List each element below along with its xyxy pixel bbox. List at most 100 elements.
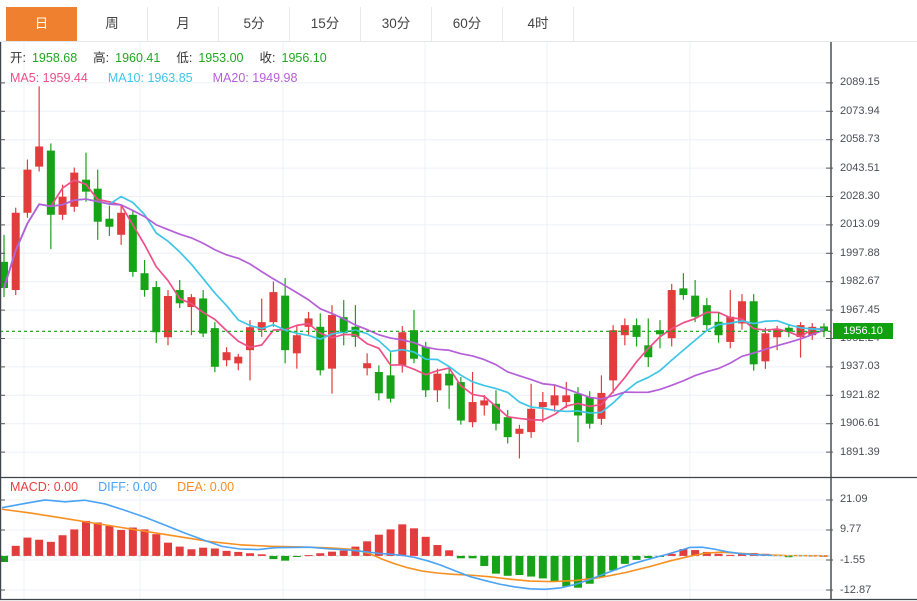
- macd-readout: MACD: 0.00 DIFF: 0.00 DEA: 0.00: [10, 480, 254, 494]
- dea-line: [1, 508, 829, 583]
- tab-周[interactable]: 周: [77, 7, 148, 41]
- tab-5分[interactable]: 5分: [219, 7, 290, 41]
- timeframe-tabs: 日周月 5分 15分 30分 60分 4时: [0, 0, 917, 42]
- candle-body: [714, 321, 723, 336]
- candle-body: [281, 295, 290, 351]
- candle-body: [316, 326, 325, 371]
- macd-hist-bar: [445, 550, 454, 556]
- candle-body: [245, 327, 254, 351]
- macd-hist-bar: [667, 553, 676, 556]
- y-axis-label: -12.87: [840, 583, 872, 596]
- ohlc-label: 低:: [176, 51, 193, 65]
- macd-hist-bar: [491, 555, 500, 574]
- candle-body: [234, 356, 243, 364]
- macd-hist-bar: [784, 555, 793, 558]
- y-axis-label: 1967.45: [840, 303, 880, 316]
- candle-body: [210, 328, 219, 367]
- macd-hist-bar: [363, 541, 372, 556]
- macd-hist-bar: [538, 555, 547, 579]
- ma20-value: MA20: 1949.98: [212, 71, 298, 85]
- macd-hist-bar: [245, 553, 254, 556]
- y-axis-label: 1982.67: [840, 275, 880, 288]
- tab-30分[interactable]: 30分: [361, 7, 432, 41]
- macd-hist-bar: [644, 555, 653, 559]
- candle-body: [585, 397, 594, 424]
- candle-body: [105, 218, 114, 227]
- y-axis-label: 1906.61: [840, 417, 880, 430]
- y-axis-label: 1891.39: [840, 445, 880, 458]
- ma20-line: [3, 198, 825, 400]
- candle-body: [667, 290, 676, 339]
- macd-hist-bar: [316, 553, 325, 556]
- candle-body: [644, 345, 653, 358]
- candle-body: [128, 214, 137, 272]
- y-axis-label: 2089.15: [840, 76, 880, 89]
- dea-value: DEA: 0.00: [177, 480, 235, 494]
- candle-body: [70, 172, 79, 207]
- ohlc-value: 1953.00: [198, 51, 244, 65]
- candle-body: [655, 330, 664, 335]
- tab-月[interactable]: 月: [148, 7, 219, 41]
- y-axis-label: 2043.51: [840, 161, 880, 174]
- y-axis-label: 2073.94: [840, 104, 880, 117]
- y-axis-label: 2058.73: [840, 133, 880, 146]
- macd-hist-bar: [117, 529, 126, 556]
- ohlc-value: 1958.68: [31, 51, 78, 65]
- ohlc-readout: 开: 1958.68 高: 1960.41 低: 1953.00 收: 1956.10: [10, 47, 343, 66]
- macd-hist-bar: [527, 555, 536, 577]
- macd-hist-bar: [304, 555, 313, 557]
- macd-hist-bar: [585, 555, 594, 584]
- macd-hist-bar: [609, 555, 618, 571]
- ma5-value: MA5: 1959.44: [10, 71, 88, 85]
- macd-hist-bar: [128, 527, 137, 556]
- ohlc-label: 开:: [10, 51, 26, 65]
- macd-hist-bar: [421, 536, 430, 556]
- ma-readout: MA5: 1959.44 MA10: 1963.85 MA20: 1949.98: [10, 71, 317, 85]
- candle-body: [292, 335, 301, 354]
- candle-body: [222, 352, 231, 361]
- candle-body: [409, 330, 418, 359]
- tab-15分[interactable]: 15分: [290, 7, 361, 41]
- macd-hist-bar: [374, 534, 383, 556]
- tab-60分[interactable]: 60分: [432, 7, 503, 41]
- candle-body: [503, 417, 512, 438]
- macd-value: MACD: 0.00: [10, 480, 79, 494]
- macd-hist-bar: [327, 551, 336, 556]
- macd-hist-bar: [140, 529, 149, 556]
- macd-hist-bar: [152, 534, 161, 556]
- candle-body: [152, 287, 161, 333]
- macd-hist-bar: [175, 546, 184, 556]
- y-axis-label: 21.09: [840, 493, 868, 506]
- macd-hist-bar: [480, 555, 489, 566]
- candle-body: [35, 146, 44, 167]
- macd-hist-bar: [433, 545, 442, 556]
- macd-hist-bar: [292, 555, 301, 557]
- candle-body: [23, 169, 32, 213]
- ohlc-value: 1960.41: [115, 51, 161, 65]
- candle-body: [620, 325, 629, 336]
- candle-body: [538, 402, 547, 408]
- candle-body: [491, 403, 500, 424]
- candle-body: [0, 261, 8, 288]
- candle-body: [140, 273, 149, 291]
- macd-hist-bar: [597, 555, 606, 578]
- y-axis-label: 1937.03: [840, 360, 880, 373]
- macd-hist-bar: [562, 555, 571, 587]
- macd-hist-bar: [456, 555, 465, 559]
- macd-hist-bar: [632, 555, 641, 560]
- candle-body: [609, 330, 618, 381]
- candle-body: [374, 372, 383, 394]
- last-price-badge: 1956.10: [833, 323, 893, 340]
- candle-body: [737, 301, 746, 324]
- macd-hist-bar: [620, 555, 629, 564]
- candle-body: [468, 402, 477, 423]
- candle-body: [386, 375, 395, 399]
- tab-日[interactable]: 日: [6, 7, 77, 41]
- tab-4时[interactable]: 4时: [503, 7, 574, 41]
- macd-hist-bar: [0, 555, 8, 562]
- macd-hist-bar: [222, 550, 231, 556]
- y-axis-label: 2028.30: [840, 190, 880, 202]
- macd-hist-bar: [11, 545, 20, 556]
